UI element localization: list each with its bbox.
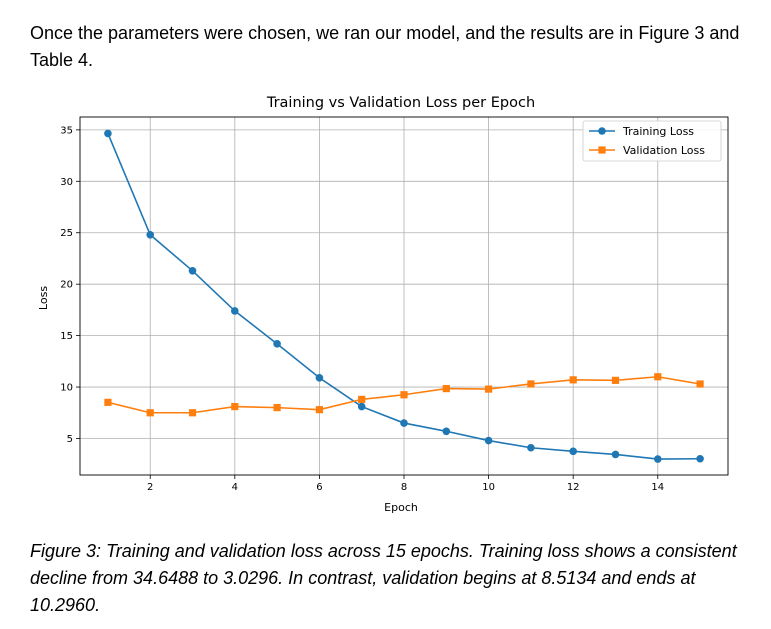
series-layer	[104, 129, 704, 463]
x-axis-label: Epoch	[384, 501, 418, 514]
validation-loss-point	[611, 376, 620, 384]
y-tick-label: 10	[60, 383, 73, 394]
x-tick-label: 6	[316, 482, 322, 493]
validation-loss-point	[188, 409, 197, 417]
x-tick-label: 10	[482, 482, 495, 493]
legend-label: Training Loss	[622, 125, 694, 138]
training-loss-point	[696, 454, 704, 463]
training-loss-point	[611, 450, 620, 459]
validation-loss-point	[654, 373, 662, 381]
validation-loss-series	[104, 373, 704, 417]
training-loss-point	[527, 443, 535, 452]
training-loss-series	[104, 129, 704, 463]
x-tick-label: 12	[567, 482, 580, 493]
validation-loss-point	[273, 404, 281, 412]
validation-loss-point	[231, 402, 239, 411]
validation-loss-point	[104, 398, 112, 406]
legend-item-validation-loss: Validation Loss	[589, 144, 705, 157]
legend-box	[582, 120, 722, 162]
y-tick-label: 30	[60, 177, 73, 188]
y-axis-label: Loss	[37, 286, 50, 310]
training-loss-point	[484, 436, 493, 445]
x-tick-label: 2	[147, 482, 153, 493]
training-loss-point	[400, 419, 408, 427]
training-loss-point	[653, 455, 662, 463]
chart-title: Training vs Validation Loss per Epoch	[266, 95, 535, 111]
training-loss-point	[569, 447, 577, 456]
validation-loss-point	[696, 380, 704, 388]
validation-loss-point	[315, 406, 324, 414]
loss-line-chart: Training vs Validation Loss per Epoch 2 4…	[30, 86, 742, 526]
y-tick-label: 15	[60, 331, 73, 342]
validation-loss-point	[442, 384, 450, 393]
training-loss-point	[315, 373, 324, 382]
axis-ticks: 2 4 6 8 10 12 14 5 10 15 20 25 30 35	[60, 125, 664, 493]
training-loss-point	[188, 266, 197, 275]
y-tick-label: 20	[60, 280, 73, 291]
legend-item-training-loss: Training Loss	[589, 125, 694, 138]
y-tick-label: 5	[67, 434, 73, 445]
intro-paragraph: Once the parameters were chosen, we ran …	[30, 23, 740, 70]
validation-loss-point	[527, 380, 535, 388]
training-loss-point	[357, 402, 366, 411]
legend: Training Loss Validation Loss	[582, 120, 722, 162]
training-loss-point	[104, 129, 112, 138]
validation-loss-point	[358, 395, 366, 403]
grid-lines	[80, 117, 728, 475]
training-loss-point	[146, 230, 155, 239]
y-tick-label: 25	[60, 228, 73, 239]
training-loss-point	[231, 307, 239, 315]
training-loss-point	[442, 427, 451, 436]
validation-loss-point	[146, 409, 154, 417]
validation-loss-point	[484, 385, 493, 393]
figure-3: Training vs Validation Loss per Epoch 2 4…	[30, 86, 742, 526]
figure-caption: Figure 3: Training and validation loss a…	[30, 541, 737, 615]
validation-loss-point	[569, 376, 577, 384]
training-loss-point	[273, 340, 281, 348]
validation-loss-point	[400, 391, 408, 399]
x-tick-label: 8	[401, 482, 407, 493]
x-tick-label: 14	[651, 482, 664, 493]
y-tick-label: 35	[60, 125, 73, 136]
x-tick-label: 4	[232, 482, 238, 493]
legend-marker	[598, 146, 606, 154]
legend-label: Validation Loss	[623, 144, 705, 157]
legend-marker	[598, 127, 606, 135]
